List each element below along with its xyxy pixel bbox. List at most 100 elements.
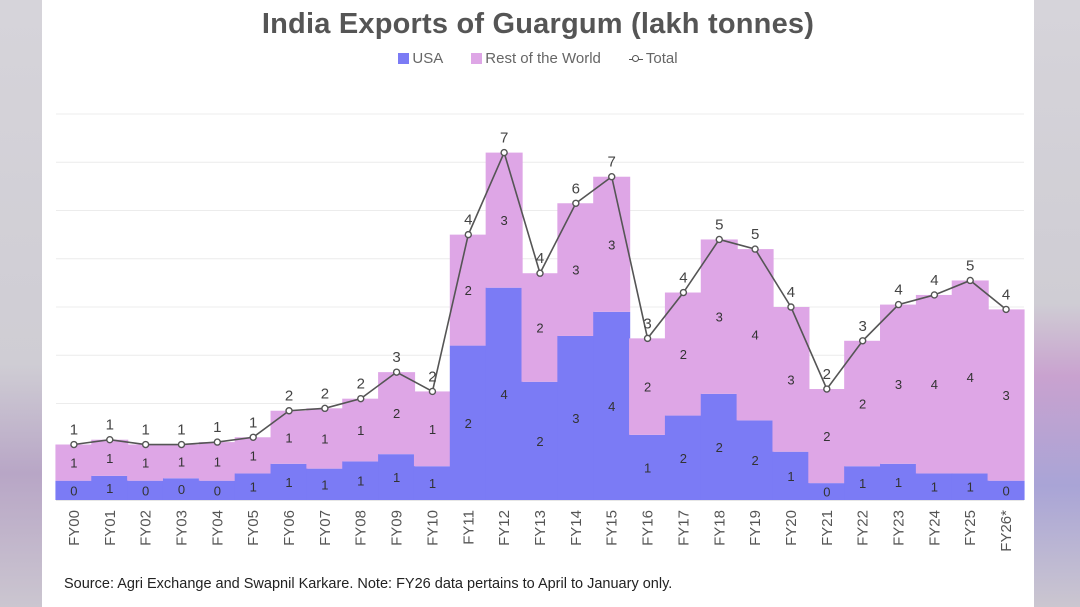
total-marker-FY21 — [823, 385, 831, 393]
legend-item-rest-of-world: Rest of the World — [471, 50, 601, 67]
bar-usa-FY23 — [880, 463, 918, 500]
data-label-total: 2 — [357, 376, 365, 393]
data-label-rest-of-world: 1 — [429, 422, 436, 437]
bar-usa-FY13 — [521, 381, 559, 500]
total-marker-FY11 — [464, 230, 472, 239]
x-tick-label: FY03 — [173, 510, 190, 546]
data-label-total: 1 — [249, 414, 257, 431]
x-tick-label: FY17 — [675, 510, 692, 546]
background-right-edge — [1034, 0, 1080, 607]
data-label-rest-of-world: 3 — [895, 377, 902, 392]
total-markers: 1 1 1 1 1 1 2 2 2 3 2 4 7 4 6 7 3 4 5 5 4 2 3 4 4 5 4 — [70, 130, 1010, 449]
total-marker-FY16 — [643, 334, 652, 343]
bar-usa-FY09 — [378, 454, 416, 500]
bar-usa-FY24 — [915, 473, 953, 500]
x-tick-label: FY19 — [747, 510, 764, 546]
data-label-total: 4 — [679, 270, 687, 287]
bar-usa-FY21 — [808, 483, 846, 500]
legend-swatch-rest-of-world — [471, 53, 483, 64]
bar-rest-of-world-FY01 — [91, 439, 129, 476]
total-marker-FY18 — [715, 235, 723, 244]
data-label-usa: 0 — [823, 485, 830, 500]
data-label-total: 3 — [643, 315, 651, 332]
data-label-total: 2 — [428, 368, 436, 385]
data-label-usa: 2 — [536, 434, 543, 449]
data-label-total: 1 — [141, 422, 149, 439]
bar-usa-FY11 — [449, 345, 487, 500]
x-tick-label: FY10 — [424, 510, 441, 546]
data-label-usa: 1 — [429, 476, 436, 491]
total-marker-FY01 — [106, 435, 114, 444]
bar-usa-FY12 — [485, 287, 523, 500]
data-label-total: 4 — [894, 282, 902, 299]
bar-usa-FY22 — [844, 466, 882, 500]
total-marker-FY15 — [608, 173, 616, 181]
bar-usa-FY19 — [736, 420, 774, 500]
x-tick-label: FY16 — [640, 510, 657, 546]
data-labels: 0 1 1 1 0 1 0 1 0 1 1 1 1 1 1 1 1 1 1 2 1 1 2 2 4 3 2 2 3 3 4 3 1 2 2 2 2 3 2 4… — [70, 213, 1009, 499]
bar-usa-FY08 — [342, 461, 380, 500]
x-tick-label: FY07 — [317, 510, 334, 546]
data-label-rest-of-world: 1 — [142, 456, 149, 471]
data-label-usa: 1 — [357, 474, 364, 489]
x-axis-tick-labels: FY00 FY01 FY02 FY03 FY04 FY05 FY06 FY07 FY08 FY09… — [66, 510, 1015, 552]
data-label-usa: 2 — [465, 416, 472, 431]
total-marker-FY23 — [894, 300, 903, 309]
total-marker-FY19 — [751, 245, 759, 253]
legend-item-total: Total — [628, 50, 678, 67]
data-label-usa: 1 — [285, 475, 292, 490]
chart-plot: 0 1 1 1 0 1 0 1 0 1 1 1 1 1 1 1 1 1 1 2 1 1 2 2 4 3 2 2 3 3 4 3 1 2 2 2 2 3 2 4… — [55, 113, 1025, 552]
total-marker-FY14 — [572, 199, 580, 207]
data-label-rest-of-world: 1 — [178, 454, 185, 469]
legend-swatch-usa — [398, 53, 410, 64]
total-marker-FY04 — [213, 438, 222, 446]
data-label-total: 3 — [392, 349, 400, 366]
data-label-rest-of-world: 3 — [501, 213, 508, 228]
data-label-total: 5 — [715, 216, 723, 233]
data-label-total: 4 — [930, 272, 938, 289]
bar-rest-of-world-FY22 — [844, 340, 882, 467]
bars — [55, 152, 1025, 500]
data-label-usa: 2 — [716, 440, 723, 455]
data-label-rest-of-world: 1 — [250, 448, 257, 463]
data-label-usa: 1 — [787, 469, 794, 484]
chart-legend: USA Rest of the World Total — [42, 50, 1034, 67]
data-label-total: 4 — [787, 284, 795, 301]
bar-usa-FY20 — [772, 451, 810, 500]
bar-rest-of-world-FY18 — [700, 239, 738, 394]
data-label-usa: 2 — [751, 453, 758, 468]
bar-usa-FY07 — [306, 468, 344, 500]
x-tick-label: FY00 — [66, 510, 83, 546]
bar-rest-of-world-FY00 — [55, 444, 93, 481]
x-tick-label: FY02 — [138, 510, 155, 546]
x-tick-label: FY14 — [568, 510, 585, 546]
bar-usa-FY01 — [91, 475, 129, 500]
data-label-usa: 1 — [967, 480, 974, 495]
data-label-usa: 3 — [572, 411, 579, 426]
data-label-rest-of-world: 2 — [680, 347, 687, 362]
bar-rest-of-world-FY26* — [987, 309, 1025, 481]
total-marker-FY24 — [930, 291, 939, 299]
data-label-total: 4 — [464, 212, 472, 229]
total-marker-FY10 — [428, 387, 437, 396]
data-label-usa: 4 — [501, 387, 508, 402]
data-label-usa: 1 — [931, 480, 938, 495]
legend-line-marker-icon — [628, 55, 643, 62]
data-label-total: 7 — [500, 130, 508, 147]
legend-label-usa: USA — [412, 50, 444, 67]
total-marker-FY13 — [536, 269, 544, 277]
x-tick-label: FY21 — [819, 510, 836, 546]
bar-rest-of-world-FY09 — [378, 372, 416, 455]
bar-usa-FY18 — [700, 393, 738, 500]
bar-rest-of-world-FY20 — [772, 307, 810, 452]
x-tick-label: FY22 — [855, 510, 872, 546]
bar-usa-FY25 — [951, 473, 989, 500]
data-label-rest-of-world: 1 — [285, 430, 292, 445]
data-label-rest-of-world: 1 — [106, 451, 113, 466]
data-label-rest-of-world: 1 — [214, 454, 221, 469]
bar-usa-FY14 — [557, 335, 595, 500]
bar-rest-of-world-FY04 — [198, 442, 236, 481]
data-label-rest-of-world: 4 — [967, 370, 974, 385]
data-label-total: 3 — [858, 318, 866, 335]
bar-rest-of-world-FY17 — [664, 292, 702, 416]
